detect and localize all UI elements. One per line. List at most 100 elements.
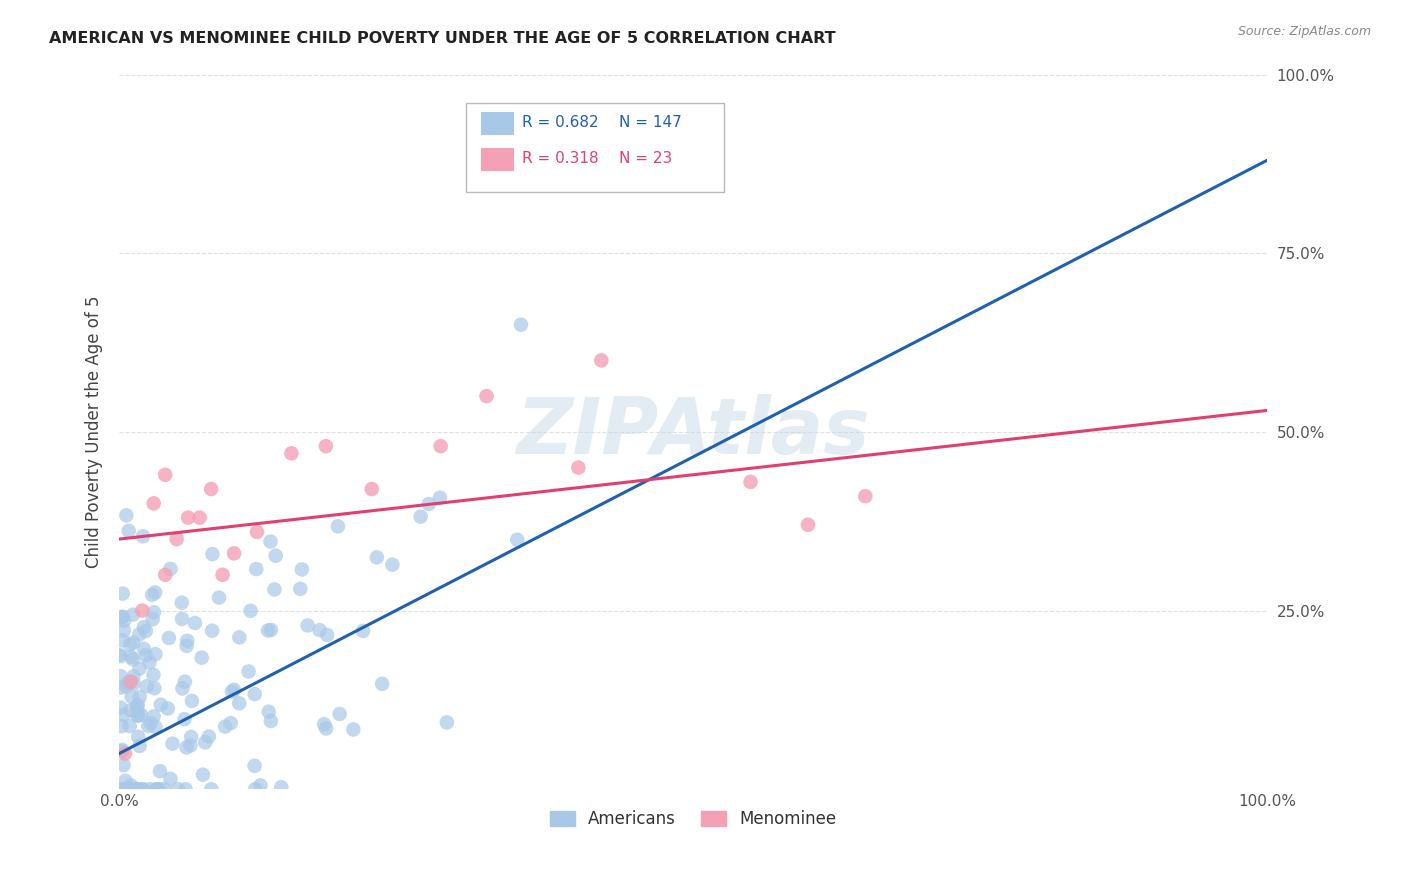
Point bbox=[110, 681, 132, 695]
Point bbox=[243, 687, 266, 701]
Point bbox=[135, 624, 157, 639]
FancyBboxPatch shape bbox=[481, 112, 513, 134]
Point bbox=[139, 782, 162, 797]
Point bbox=[153, 567, 176, 582]
Point bbox=[132, 620, 155, 634]
Point bbox=[740, 475, 762, 489]
Y-axis label: Child Poverty Under the Age of 5: Child Poverty Under the Age of 5 bbox=[86, 295, 103, 568]
Point bbox=[115, 508, 138, 523]
Point bbox=[153, 782, 176, 797]
Point bbox=[360, 482, 382, 496]
Point bbox=[138, 719, 160, 733]
Point bbox=[111, 743, 134, 757]
Point bbox=[567, 460, 589, 475]
Point bbox=[125, 782, 148, 797]
Point bbox=[118, 524, 141, 538]
Point bbox=[111, 610, 134, 624]
Point bbox=[114, 773, 136, 788]
Point bbox=[326, 519, 349, 533]
Point bbox=[159, 562, 181, 576]
Point bbox=[167, 782, 190, 797]
Point bbox=[127, 698, 149, 712]
Point bbox=[141, 588, 163, 602]
Point bbox=[125, 700, 148, 714]
Point bbox=[110, 744, 132, 758]
Point bbox=[112, 614, 135, 628]
Point bbox=[139, 716, 162, 731]
Point bbox=[259, 534, 281, 549]
Point bbox=[208, 591, 231, 605]
Point bbox=[110, 782, 132, 797]
Point bbox=[316, 628, 339, 642]
Point bbox=[114, 782, 136, 797]
Point bbox=[131, 782, 153, 797]
Point bbox=[222, 682, 245, 697]
Point bbox=[228, 696, 250, 710]
Point bbox=[124, 782, 146, 797]
Point bbox=[112, 758, 135, 772]
Point bbox=[120, 673, 142, 688]
Point bbox=[142, 496, 165, 510]
Point bbox=[179, 739, 201, 753]
Point bbox=[436, 715, 458, 730]
Point bbox=[111, 719, 134, 733]
Point bbox=[245, 562, 267, 576]
Point bbox=[381, 558, 404, 572]
Point bbox=[142, 612, 165, 626]
Point bbox=[120, 649, 142, 664]
Point bbox=[371, 677, 394, 691]
Point bbox=[132, 641, 155, 656]
Point bbox=[188, 510, 211, 524]
Point bbox=[145, 647, 167, 661]
Point bbox=[176, 639, 198, 653]
Point bbox=[181, 694, 204, 708]
Point bbox=[239, 604, 262, 618]
Point bbox=[121, 607, 143, 622]
Point bbox=[342, 723, 364, 737]
Point bbox=[157, 631, 180, 645]
Text: AMERICAN VS MENOMINEE CHILD POVERTY UNDER THE AGE OF 5 CORRELATION CHART: AMERICAN VS MENOMINEE CHILD POVERTY UNDE… bbox=[49, 31, 835, 46]
Point bbox=[143, 681, 166, 696]
Point bbox=[127, 730, 149, 744]
Point bbox=[129, 707, 152, 722]
Point bbox=[172, 681, 194, 696]
Point bbox=[315, 722, 337, 736]
Point bbox=[110, 648, 132, 663]
Point bbox=[314, 717, 336, 731]
Point bbox=[214, 720, 236, 734]
Point bbox=[127, 708, 149, 723]
Point bbox=[153, 467, 176, 482]
Point bbox=[170, 612, 193, 626]
Point bbox=[429, 439, 451, 453]
Point bbox=[128, 690, 150, 704]
Point bbox=[117, 676, 139, 690]
Point bbox=[127, 703, 149, 717]
Text: R = 0.682: R = 0.682 bbox=[522, 115, 599, 130]
Point bbox=[108, 648, 131, 662]
Point bbox=[132, 529, 155, 543]
Point bbox=[352, 624, 374, 638]
Point bbox=[257, 705, 280, 719]
Point bbox=[120, 782, 142, 797]
Point bbox=[219, 716, 242, 731]
Point bbox=[263, 582, 285, 597]
Point bbox=[291, 562, 314, 576]
FancyBboxPatch shape bbox=[481, 148, 513, 169]
Point bbox=[243, 782, 266, 797]
Point bbox=[198, 730, 221, 744]
Point bbox=[122, 635, 145, 649]
Point bbox=[120, 675, 142, 690]
Point bbox=[135, 648, 157, 662]
FancyBboxPatch shape bbox=[465, 103, 724, 193]
Point bbox=[297, 618, 319, 632]
Point bbox=[127, 708, 149, 723]
Point bbox=[264, 549, 287, 563]
Point bbox=[142, 605, 165, 619]
Text: N = 23: N = 23 bbox=[619, 151, 672, 166]
Point bbox=[111, 586, 134, 600]
Point bbox=[191, 767, 214, 781]
Point bbox=[118, 782, 141, 797]
Point bbox=[308, 623, 330, 637]
Text: N = 147: N = 147 bbox=[619, 115, 682, 130]
Point bbox=[249, 778, 271, 792]
